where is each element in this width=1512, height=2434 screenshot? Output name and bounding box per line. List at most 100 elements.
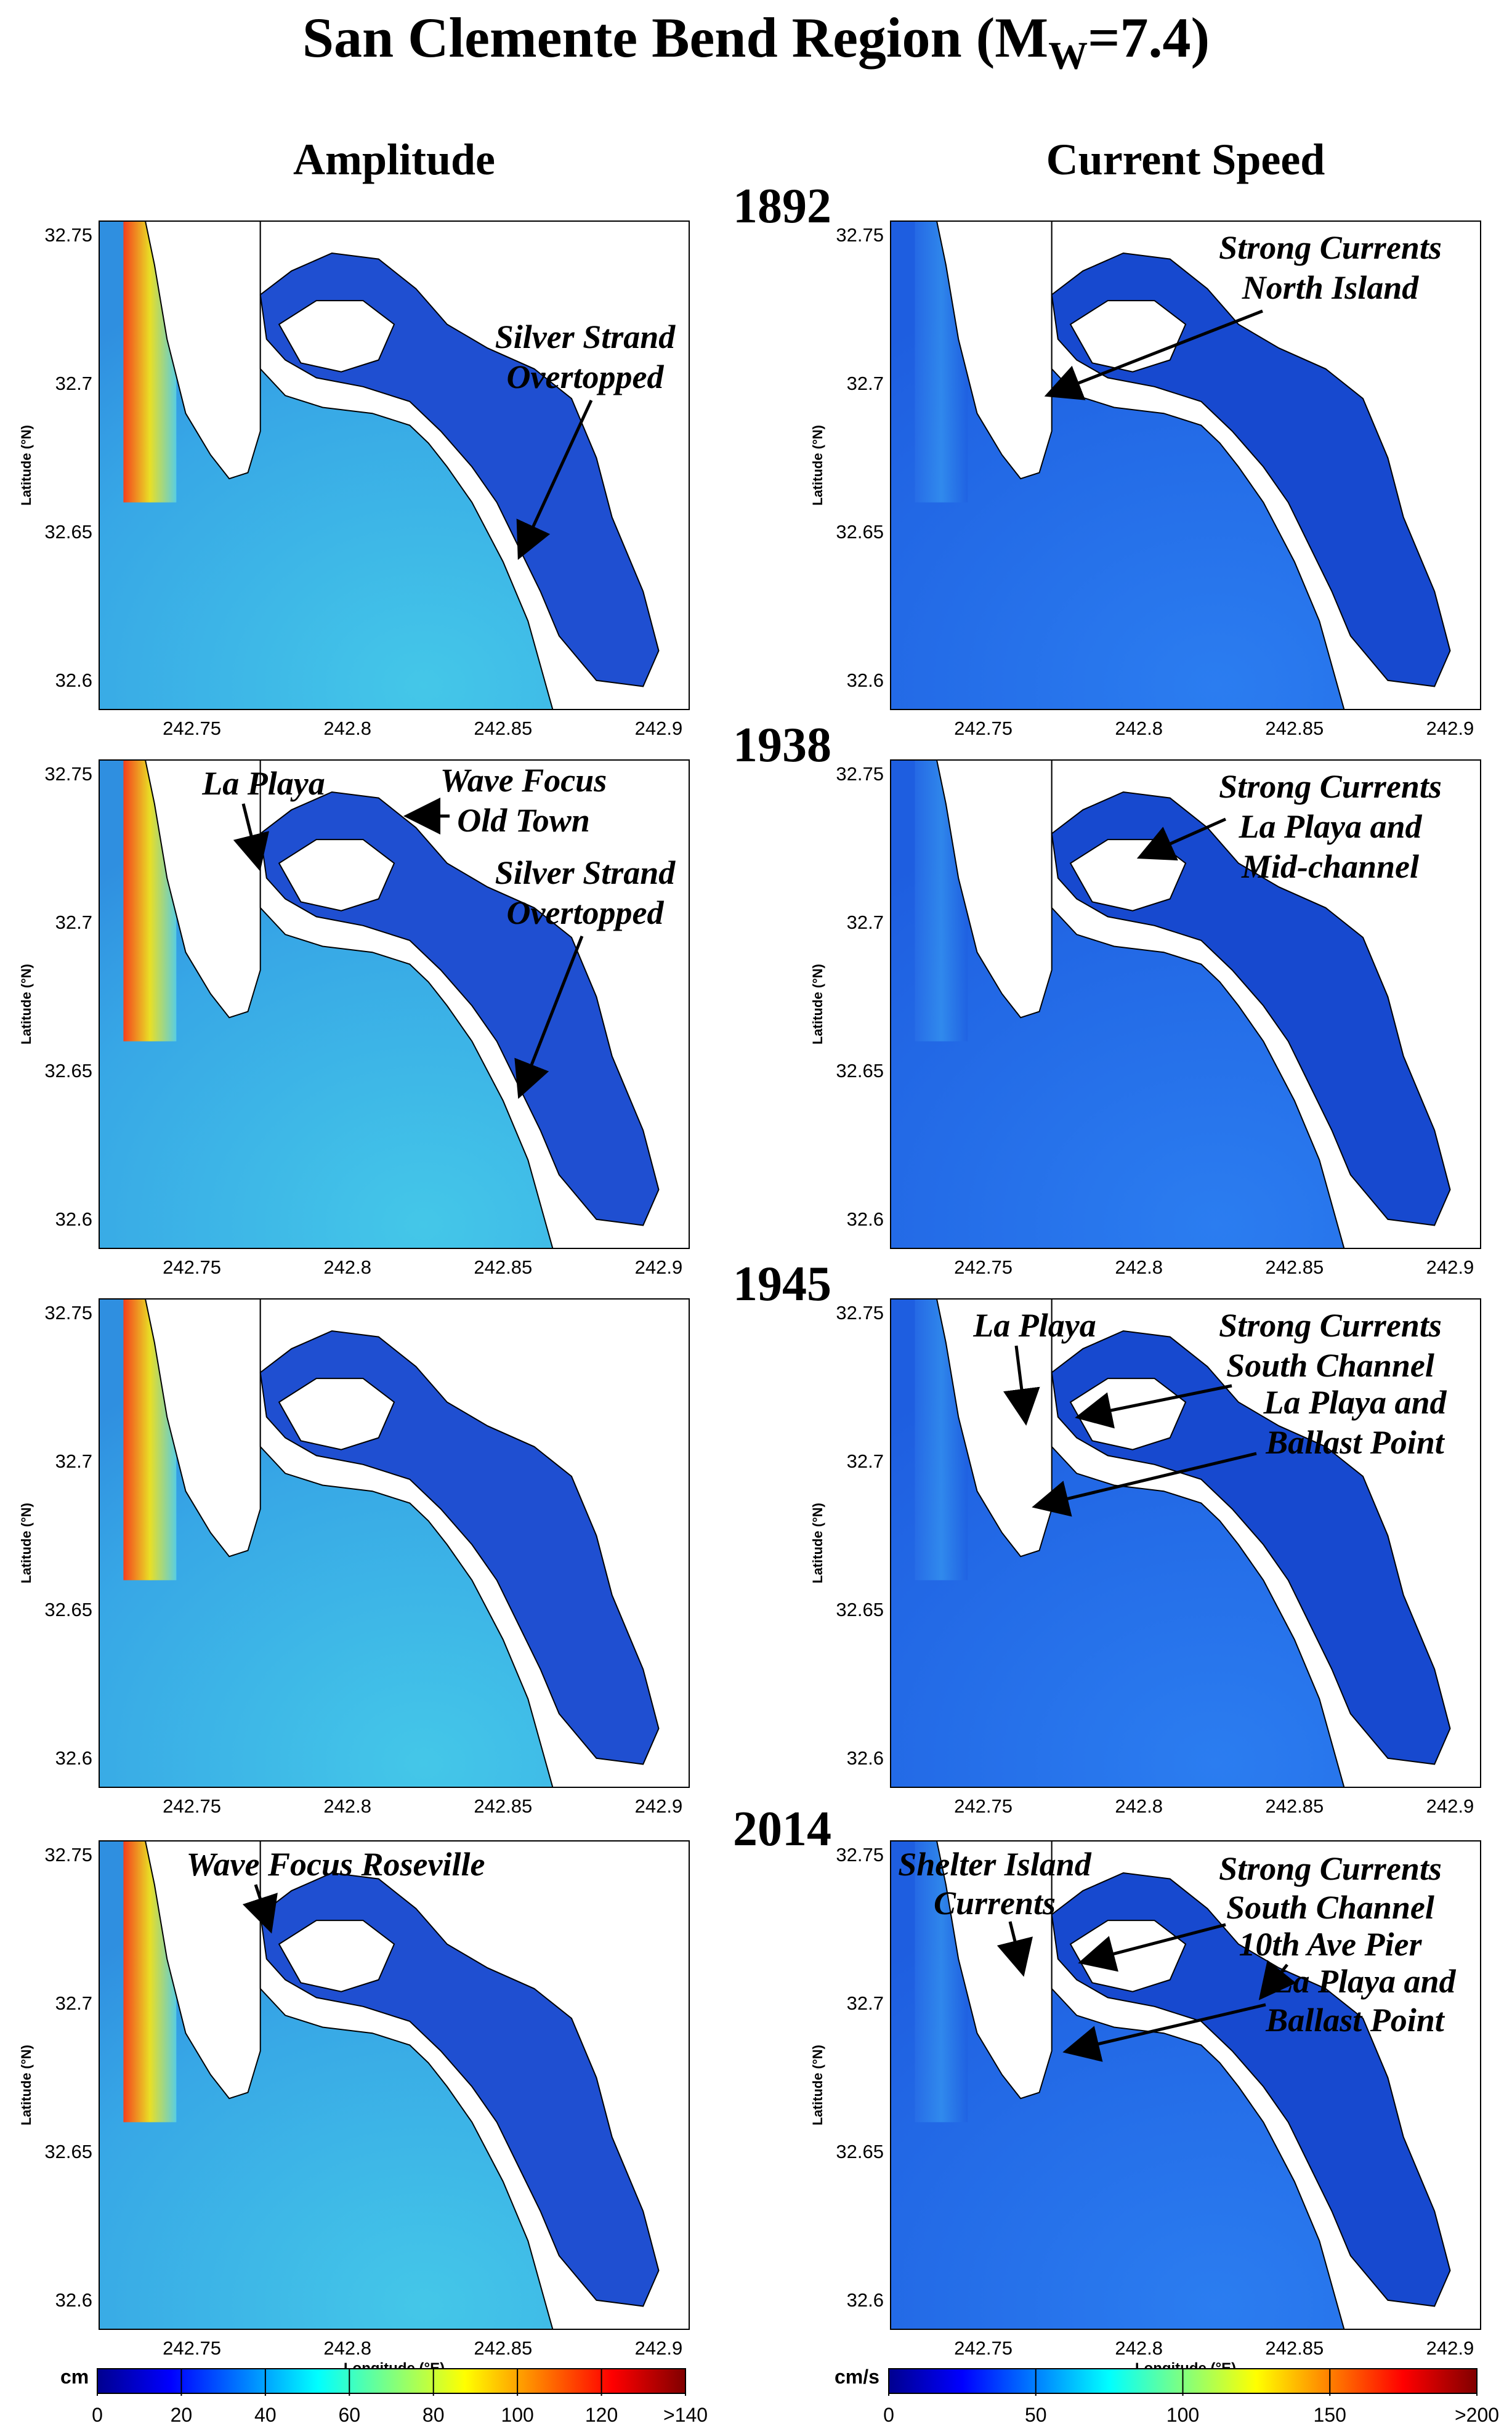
x-tick-label: 242.8: [1115, 2337, 1163, 2359]
colorbar-tick-label: 100: [501, 2404, 533, 2426]
annotation-arrow: [1003, 1345, 1040, 1426]
map-frame: [890, 759, 1481, 1249]
map-frame: [99, 1298, 690, 1788]
annotation-south-channel: South Channel: [1226, 1347, 1434, 1384]
annotation-strong-currents-1: Strong Currents: [1219, 229, 1442, 266]
current-speed-map-2014: [890, 1840, 1481, 2330]
annotation-silver-strand-1: Silver Strand: [495, 318, 676, 355]
x-tick-label: 242.85: [474, 1256, 532, 1278]
y-tick-label: 32.65: [44, 2141, 92, 2162]
colorbar-tick-label: >140: [663, 2404, 708, 2426]
map-axes: 32.75 32.7 32.65 32.6 242.75 242.8 242.85 242.9…: [18, 224, 682, 739]
x-tick-label: 242.8: [323, 1795, 371, 1817]
annotation-la-playa: La Playa: [972, 1307, 1096, 1344]
colorbar-tick-label: >200: [1455, 2404, 1499, 2426]
figure-title: San Clemente Bend Region (MW=7.4): [302, 6, 1210, 78]
annotation-north-island: North Island: [1242, 269, 1420, 306]
x-tick-label: 242.75: [163, 2337, 221, 2359]
y-axis-label: Latitude (°N): [18, 425, 34, 506]
x-tick-label: 242.75: [954, 718, 1013, 739]
colorbar-tick-label: 50: [1025, 2404, 1047, 2426]
x-tick-label: 242.85: [1265, 1256, 1324, 1278]
annotation-silver-strand-2: Overtopped: [507, 894, 665, 931]
annotation-ballast-point: Ballast Point: [1265, 2002, 1445, 2039]
y-tick-label: 32.75: [836, 224, 884, 246]
amplitude-map-1945: [99, 1298, 690, 1788]
year-label-1892: 1892: [733, 179, 831, 233]
x-tick-label: 242.75: [163, 718, 221, 739]
annotation-strong-currents-1: Strong Currents: [1219, 768, 1442, 805]
annotation-la-playa-and: La Playa and: [1239, 808, 1423, 845]
annotation-silver-strand-2: Overtopped: [507, 358, 665, 395]
colorbar-tick-label: 0: [883, 2404, 894, 2426]
annotation-arrow: [1075, 1384, 1232, 1429]
x-tick-label: 242.9: [635, 2337, 683, 2359]
y-tick-label: 32.75: [44, 224, 92, 246]
map-frame: [890, 1298, 1481, 1788]
y-tick-label: 32.65: [836, 521, 884, 543]
y-tick-label: 32.6: [847, 1208, 884, 1230]
y-tick-label: 32.65: [836, 1599, 884, 1620]
annotation-arrow: [1044, 309, 1263, 400]
colorbar-tick-label: 150: [1314, 2404, 1346, 2426]
x-tick-label: 242.9: [635, 1795, 683, 1817]
map-frame: [99, 220, 690, 710]
y-axis-label: Latitude (°N): [18, 964, 34, 1045]
x-tick-label: 242.8: [1115, 718, 1163, 739]
map-axes: 32.75 32.7 32.65 32.6 242.75 242.8 242.85 242.9…: [18, 763, 682, 1278]
x-tick-label: 242.75: [954, 1256, 1013, 1278]
y-tick-label: 32.75: [44, 1844, 92, 1866]
colorbar-tick-label: 80: [422, 2404, 445, 2426]
annotation-south-channel: South Channel: [1226, 1889, 1434, 1926]
annotation-arrow: [1136, 817, 1227, 861]
annotation-wave-focus: Wave Focus: [440, 762, 607, 799]
current-speed-map-1938: [890, 759, 1481, 1249]
annotation-arrow: [233, 803, 269, 871]
colorbar-unit-cm-s: cm/s: [835, 2366, 879, 2388]
y-tick-label: 32.65: [44, 1060, 92, 1082]
y-tick-label: 32.7: [55, 912, 92, 933]
colorbars: cm 0 20 40 60 80 100 120 >140 cm/s 0 50 100 150 >20…: [60, 2366, 1499, 2426]
annotation-la-playa: La Playa: [201, 765, 325, 802]
annotation-la-playa-and: La Playa and: [1263, 1384, 1447, 1421]
annotation-arrow: [516, 399, 593, 560]
x-tick-label: 242.75: [954, 2337, 1013, 2359]
map-axes: 32.75 32.7 32.65 32.6 242.75 242.8 242.85 242.9…: [810, 1302, 1474, 1817]
coronado-island: [278, 300, 395, 373]
amplitude-map-2014: [99, 1840, 690, 2330]
x-tick-label: 242.85: [474, 1795, 532, 1817]
x-tick-label: 242.75: [163, 1795, 221, 1817]
map-frame: [890, 220, 1481, 710]
y-tick-label: 32.75: [836, 1302, 884, 1324]
map-frame: [890, 1840, 1481, 2330]
y-tick-label: 32.6: [55, 1747, 92, 1769]
y-tick-label: 32.75: [836, 763, 884, 785]
map-axes: 32.75 32.7 32.65 32.6 242.75 242.8 242.85 242.9…: [18, 1302, 683, 1817]
x-tick-label: 242.9: [1426, 1795, 1474, 1817]
x-tick-label: 242.8: [323, 1256, 371, 1278]
column-title-current-speed: Current Speed: [1046, 135, 1325, 184]
colorbar-tick-label: 120: [585, 2404, 618, 2426]
annotation-la-playa-and: La Playa and: [1272, 1963, 1457, 2000]
y-tick-label: 32.7: [847, 1992, 884, 2014]
x-tick-label: 242.85: [1265, 2337, 1324, 2359]
x-tick-label: 242.85: [1265, 718, 1324, 739]
annotation-arrow: [242, 1884, 278, 1934]
annotation-old-town: Old Town: [457, 802, 590, 839]
annotation-ballast-point: Ballast Point: [1265, 1424, 1445, 1461]
y-tick-label: 32.6: [55, 669, 92, 691]
y-tick-label: 32.7: [847, 373, 884, 394]
year-label-1945: 1945: [733, 1257, 831, 1311]
colorbar-tick-label: 0: [92, 2404, 103, 2426]
map-frame: [99, 1840, 690, 2330]
year-label-2014: 2014: [733, 1802, 831, 1856]
y-axis-label: Latitude (°N): [810, 2045, 825, 2125]
colorbar-unit-cm: cm: [60, 2366, 89, 2388]
y-tick-label: 32.6: [55, 1208, 92, 1230]
y-tick-label: 32.7: [847, 1450, 884, 1472]
annotation-shelter-island: Shelter Island: [898, 1846, 1092, 1883]
annotation-10th-ave-pier: 10th Ave Pier: [1239, 1926, 1423, 1963]
annotation-arrow: [1258, 1960, 1296, 2000]
annotation-strong-currents-1: Strong Currents: [1219, 1307, 1442, 1344]
y-tick-label: 32.6: [847, 2289, 884, 2311]
